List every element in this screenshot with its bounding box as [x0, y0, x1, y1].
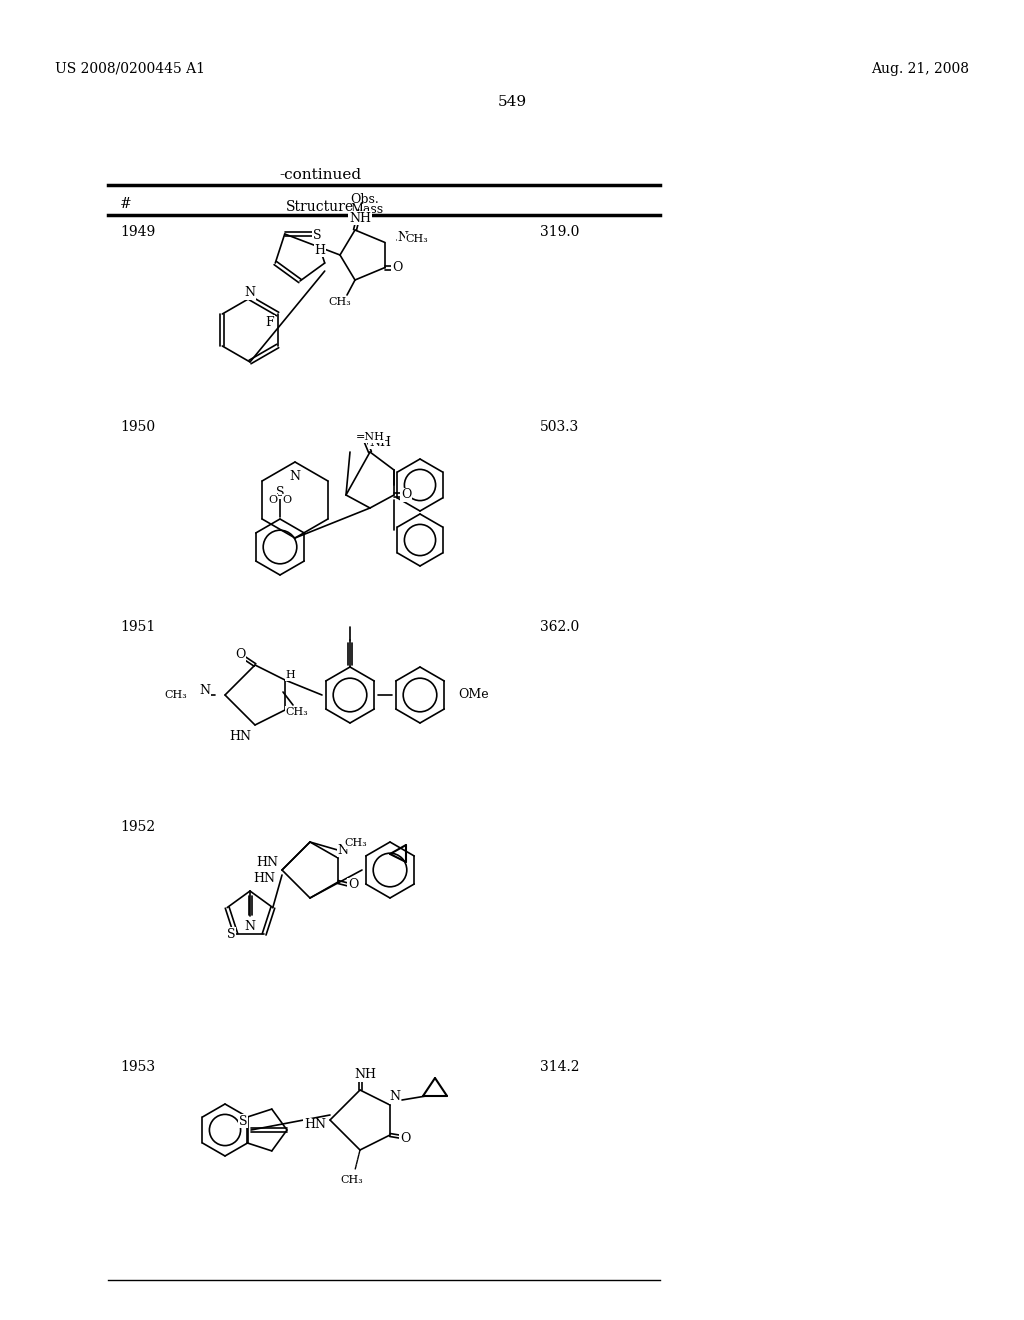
- Text: 1949: 1949: [120, 224, 156, 239]
- Text: 362.0: 362.0: [540, 620, 580, 634]
- Text: Structure: Structure: [286, 201, 354, 214]
- Text: Mass: Mass: [350, 203, 383, 216]
- Text: NH: NH: [369, 436, 391, 449]
- Text: 319.0: 319.0: [540, 224, 580, 239]
- Text: CH₃: CH₃: [164, 690, 187, 700]
- Text: O: O: [392, 261, 402, 275]
- Text: S: S: [313, 230, 322, 243]
- Text: HN: HN: [229, 730, 251, 743]
- Text: S: S: [275, 486, 285, 499]
- Text: N: N: [397, 231, 409, 244]
- Text: CH₃: CH₃: [341, 1175, 364, 1185]
- Text: O: O: [348, 879, 358, 891]
- Text: 1953: 1953: [120, 1060, 155, 1074]
- Text: S: S: [239, 1114, 248, 1127]
- Text: OMe: OMe: [458, 689, 488, 701]
- Text: -continued: -continued: [279, 168, 361, 182]
- Text: O: O: [268, 495, 278, 506]
- Text: =NH: =NH: [355, 432, 384, 442]
- Text: 314.2: 314.2: [540, 1060, 580, 1074]
- Text: 549: 549: [498, 95, 526, 110]
- Text: 1951: 1951: [120, 620, 156, 634]
- Text: O: O: [400, 488, 412, 502]
- Text: H: H: [314, 243, 326, 256]
- Text: CH₃: CH₃: [406, 235, 428, 244]
- Text: CH₃: CH₃: [329, 297, 351, 308]
- Text: #: #: [120, 197, 132, 211]
- Text: H: H: [285, 671, 295, 680]
- Text: N: N: [200, 684, 211, 697]
- Text: N: N: [245, 920, 256, 932]
- Text: HN: HN: [253, 871, 275, 884]
- Text: NH: NH: [349, 211, 371, 224]
- Text: O: O: [234, 648, 245, 661]
- Text: 503.3: 503.3: [540, 420, 580, 434]
- Text: HN: HN: [256, 855, 278, 869]
- Text: N: N: [245, 286, 256, 300]
- Text: N: N: [290, 470, 300, 483]
- Text: F: F: [265, 315, 274, 329]
- Text: 1952: 1952: [120, 820, 155, 834]
- Text: N: N: [338, 843, 348, 857]
- Text: O: O: [399, 1131, 411, 1144]
- Text: NH: NH: [354, 1068, 376, 1081]
- Text: CH₃: CH₃: [286, 708, 308, 717]
- Text: US 2008/0200445 A1: US 2008/0200445 A1: [55, 62, 205, 77]
- Text: O: O: [283, 495, 292, 506]
- Text: 1950: 1950: [120, 420, 155, 434]
- Text: Obs.: Obs.: [350, 193, 379, 206]
- Text: S: S: [226, 928, 236, 941]
- Text: Aug. 21, 2008: Aug. 21, 2008: [871, 62, 969, 77]
- Text: N: N: [389, 1090, 400, 1104]
- Text: HN: HN: [304, 1118, 326, 1131]
- Text: CH₃: CH₃: [345, 838, 368, 847]
